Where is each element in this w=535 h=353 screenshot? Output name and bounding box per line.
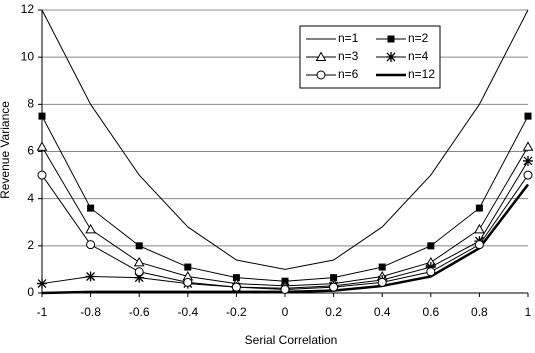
y-tick-label: 2 [27,238,34,252]
x-tick-label: -0.6 [129,305,150,319]
marker [184,263,192,271]
marker [426,267,436,277]
marker [37,170,47,180]
marker [134,272,145,283]
marker [280,284,290,294]
marker [86,240,96,250]
legend-entry: n=12 [376,67,435,81]
legend-label: n=2 [408,31,429,45]
marker [315,51,327,61]
x-tick-label: -0.2 [226,305,247,319]
x-tick-label: -0.4 [177,305,198,319]
legend: n=1 n=2 n=3 n=4 n=6 n=12 [299,25,441,89]
y-tick-label: 4 [27,191,34,205]
marker [37,278,47,289]
marker [330,274,338,282]
y-tick-label: 0 [27,285,34,299]
marker [85,271,96,282]
legend-entry: n=2 [376,31,429,45]
marker [475,204,483,212]
marker [329,282,339,292]
marker [386,52,396,62]
y-tick-label: 10 [21,49,35,63]
series-line [41,146,529,287]
marker [135,242,143,250]
x-tick-label: 1 [525,305,532,319]
x-tick-label: 0.4 [374,305,391,319]
marker [474,223,485,234]
marker [231,282,241,292]
marker [316,70,326,80]
x-tick-label: 0.2 [325,305,342,319]
legend-label: n=1 [338,31,359,45]
marker [474,240,484,250]
y-tick-label: 12 [21,2,35,16]
x-tick-label: 0.6 [422,305,439,319]
legend-label: n=6 [338,67,359,81]
x-tick-label: 0 [282,305,289,319]
x-tick-label: -1 [37,305,48,319]
marker [85,223,96,234]
marker [378,263,386,271]
y-tick-label: 8 [27,97,34,111]
y-tick-label: 6 [27,144,34,158]
marker [387,35,395,43]
marker [87,204,95,212]
marker [425,262,436,273]
marker [232,274,240,282]
x-tick-label: -0.8 [80,305,101,319]
marker [183,277,193,287]
marker [522,141,534,151]
marker [377,277,387,287]
marker [524,112,532,120]
marker [133,256,145,267]
series-line [41,9,529,270]
marker [427,242,435,250]
marker [523,170,533,180]
x-tick-label: 0.8 [471,305,488,319]
marker [134,267,144,277]
y-axis-label: Revenue Variance [0,101,12,199]
legend-entry: n=6 [306,67,359,81]
marker [36,141,48,151]
legend-entry: n=4 [376,49,429,63]
legend-label: n=12 [408,67,435,81]
marker [523,155,533,166]
series-line [41,174,529,290]
marker [38,112,46,120]
x-axis-label: Serial Correlation [245,333,338,347]
legend-label: n=3 [338,49,359,63]
legend-entry: n=1 [306,31,359,45]
legend-label: n=4 [408,49,429,63]
legend-entry: n=3 [306,49,359,63]
